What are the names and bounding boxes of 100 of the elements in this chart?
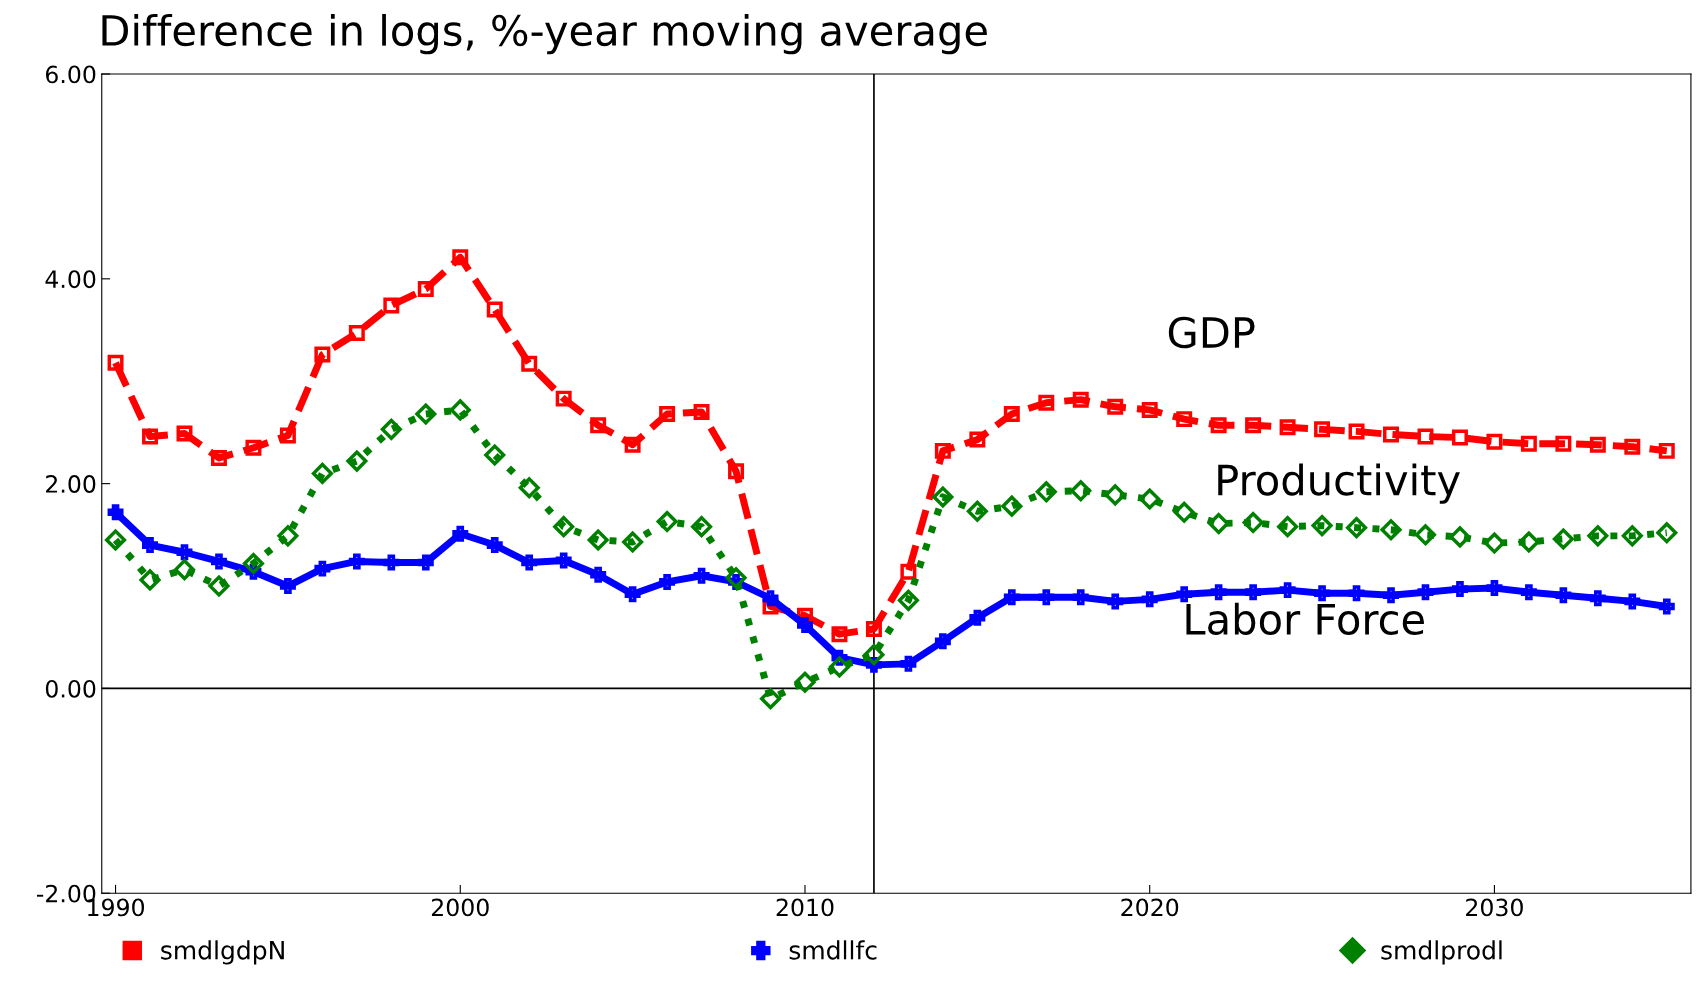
point xyxy=(1279,582,1296,599)
point xyxy=(521,355,538,372)
point xyxy=(1176,411,1193,428)
point xyxy=(486,537,503,554)
point xyxy=(1245,417,1262,434)
point xyxy=(1173,501,1195,523)
point xyxy=(932,486,954,508)
point xyxy=(1072,391,1089,408)
point xyxy=(1070,480,1092,502)
annotation: Productivity xyxy=(1218,463,1460,504)
legend-label: smdllfc xyxy=(789,940,877,960)
legend-label: smdlgdpN xyxy=(161,940,284,965)
point xyxy=(1486,433,1503,450)
point xyxy=(1348,423,1365,440)
point xyxy=(656,510,678,533)
point xyxy=(1104,484,1126,506)
point xyxy=(690,516,713,538)
y-tick-label: 0.00 xyxy=(45,679,96,698)
point xyxy=(966,500,988,522)
point xyxy=(1589,436,1606,453)
point xyxy=(1141,591,1158,608)
point xyxy=(831,626,848,643)
point xyxy=(518,477,540,499)
point xyxy=(1621,525,1643,547)
point xyxy=(311,462,333,484)
point xyxy=(693,567,710,584)
point xyxy=(590,566,607,583)
point xyxy=(1003,406,1020,422)
point xyxy=(1555,587,1572,604)
point xyxy=(1451,429,1468,446)
point xyxy=(1449,526,1471,548)
x-tick-label: 2030 xyxy=(1466,898,1523,917)
point xyxy=(210,553,227,570)
point xyxy=(900,563,917,580)
point xyxy=(1208,512,1230,535)
point xyxy=(587,529,609,551)
point xyxy=(346,450,368,472)
point xyxy=(1210,417,1227,434)
point xyxy=(1072,589,1089,606)
point xyxy=(208,575,230,597)
point xyxy=(1001,495,1023,517)
y-tick-label: 4.00 xyxy=(45,270,96,289)
point xyxy=(1038,589,1055,606)
annotation: Labor Force xyxy=(1186,602,1424,635)
point xyxy=(1277,516,1299,538)
point xyxy=(417,554,434,571)
point xyxy=(107,354,124,371)
point xyxy=(1383,587,1399,604)
point xyxy=(452,525,469,542)
point xyxy=(934,633,951,650)
point xyxy=(725,567,747,589)
point xyxy=(969,431,986,448)
y-tick-label: 2.00 xyxy=(46,475,96,493)
point xyxy=(279,427,296,444)
point xyxy=(659,573,676,590)
point xyxy=(555,552,572,569)
point xyxy=(142,537,159,554)
point xyxy=(828,656,851,678)
point xyxy=(1345,517,1368,539)
point xyxy=(242,552,265,575)
point xyxy=(1414,524,1437,546)
point xyxy=(969,609,986,626)
point xyxy=(1658,442,1675,459)
point xyxy=(104,529,127,551)
point xyxy=(107,504,124,521)
annotation: GDP xyxy=(1168,316,1255,349)
point xyxy=(622,531,644,553)
point xyxy=(383,554,400,571)
point xyxy=(1314,421,1331,438)
point xyxy=(1035,481,1057,503)
point xyxy=(279,578,296,595)
point xyxy=(245,439,262,456)
point xyxy=(1176,586,1193,603)
x-tick-label: 2010 xyxy=(776,898,834,917)
point xyxy=(1107,398,1124,415)
point xyxy=(762,590,779,607)
point xyxy=(277,525,299,547)
point xyxy=(1555,435,1572,452)
chart-title: Difference in logs, %-year moving average xyxy=(102,13,987,55)
point xyxy=(897,589,919,611)
point xyxy=(1210,584,1227,601)
point xyxy=(486,301,503,318)
point xyxy=(934,442,951,459)
point xyxy=(176,544,193,561)
point xyxy=(210,450,227,467)
point xyxy=(348,553,365,570)
point xyxy=(1038,394,1055,411)
point xyxy=(1003,589,1020,606)
point xyxy=(314,346,331,363)
point xyxy=(1520,584,1537,601)
point xyxy=(1486,580,1503,597)
point xyxy=(1656,522,1678,544)
point xyxy=(624,436,641,453)
y-tick-label: 6.00 xyxy=(45,65,96,84)
x-tick-label: 2020 xyxy=(1121,898,1179,917)
point xyxy=(521,554,538,571)
point xyxy=(1451,581,1468,598)
point xyxy=(452,249,469,266)
point xyxy=(380,418,402,440)
point xyxy=(794,671,816,693)
